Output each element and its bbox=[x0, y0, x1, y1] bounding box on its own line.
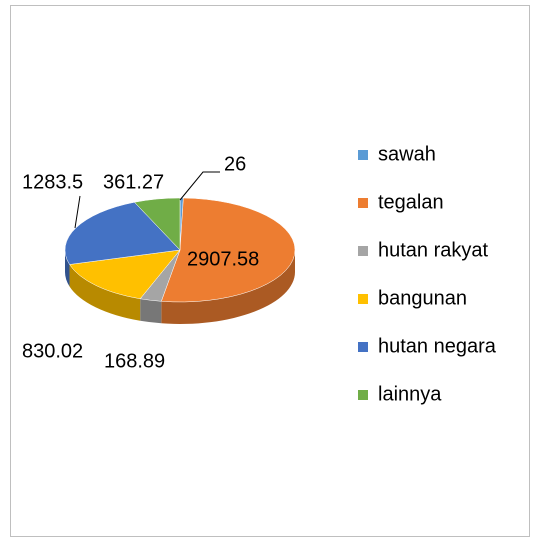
slice bbox=[69, 249, 181, 300]
legend-label: sawah bbox=[378, 143, 436, 165]
legend-label: hutan rakyat bbox=[378, 239, 489, 261]
data-label: 2907.58 bbox=[187, 248, 259, 270]
slice-side bbox=[161, 250, 295, 324]
data-label: 168.89 bbox=[104, 350, 165, 372]
slice-side bbox=[69, 264, 141, 321]
slice bbox=[64, 201, 181, 265]
leader-line bbox=[74, 195, 81, 229]
legend-swatch bbox=[358, 342, 368, 352]
leader-line bbox=[179, 171, 220, 201]
legend-swatch bbox=[358, 294, 368, 304]
data-label: 26 bbox=[224, 153, 246, 175]
data-label: 830.02 bbox=[22, 340, 83, 362]
legend-label: tegalan bbox=[378, 191, 444, 213]
legend-swatch bbox=[358, 246, 368, 256]
data-label: 1283.5 bbox=[22, 171, 83, 193]
legend-label: lainnya bbox=[378, 383, 442, 405]
slice bbox=[160, 197, 296, 303]
slice bbox=[133, 197, 181, 251]
data-label: 361.27 bbox=[103, 171, 164, 193]
legend-label: bangunan bbox=[378, 287, 467, 309]
slice-side bbox=[65, 250, 70, 287]
slice-side bbox=[140, 298, 162, 324]
legend-swatch bbox=[358, 390, 368, 400]
legend-swatch bbox=[358, 198, 368, 208]
legend-label: hutan negara bbox=[378, 335, 497, 357]
legend-swatch bbox=[358, 150, 368, 160]
